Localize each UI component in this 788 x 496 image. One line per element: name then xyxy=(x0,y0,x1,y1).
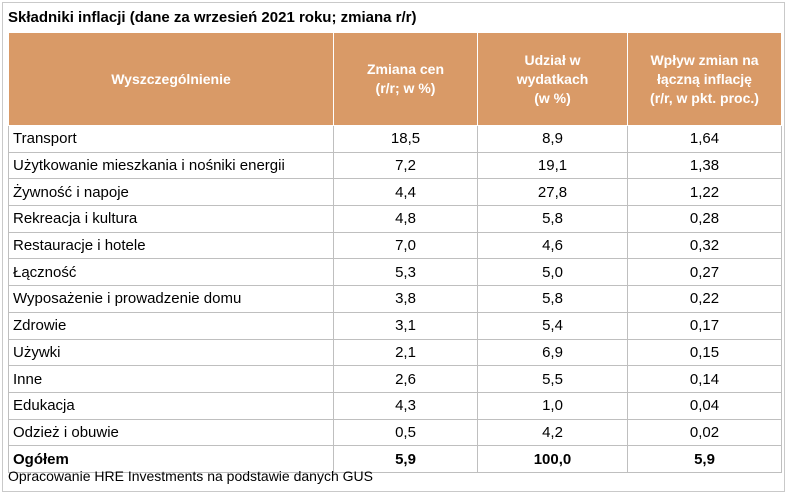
row-impact: 1,38 xyxy=(627,151,782,180)
header-impact-line-1: Wpływ zmian na xyxy=(650,51,759,68)
row-price-change: 0,5 xyxy=(333,418,478,447)
row-label: Użytkowanie mieszkania i nośniki energii xyxy=(8,151,334,180)
row-label: Transport xyxy=(8,125,334,153)
row-label: Łączność xyxy=(8,258,334,287)
row-price-change: 5,3 xyxy=(333,258,478,287)
row-label: Zdrowie xyxy=(8,311,334,340)
row-share: 5,8 xyxy=(477,285,628,313)
row-impact: 0,04 xyxy=(627,391,782,420)
row-impact: 0,02 xyxy=(627,418,782,447)
row-price-change: 2,6 xyxy=(333,365,478,393)
row-label: Żywność i napoje xyxy=(8,178,334,207)
row-label: Odzież i obuwie xyxy=(8,418,334,447)
row-impact: 0,28 xyxy=(627,205,782,233)
row-impact: 0,17 xyxy=(627,311,782,340)
row-impact: 0,14 xyxy=(627,365,782,393)
table-row: Łączność 5,3 5,0 0,27 xyxy=(8,258,782,287)
row-impact: 0,15 xyxy=(627,338,782,367)
row-share: 5,8 xyxy=(477,205,628,233)
row-label: Wyposażenie i prowadzenie domu xyxy=(8,285,334,313)
total-row: Ogółem 5,9 100,0 5,9 xyxy=(8,445,782,473)
total-price-change: 5,9 xyxy=(333,445,478,473)
source-note: Opracowanie HRE Investments na podstawie… xyxy=(8,468,373,484)
row-label: Restauracje i hotele xyxy=(8,231,334,260)
table-row: Używki 2,1 6,9 0,15 xyxy=(8,338,782,367)
table-row: Inne 2,6 5,5 0,14 xyxy=(8,365,782,393)
table-header: Wyszczególnienie Zmiana cen (r/r; w %) U… xyxy=(8,32,782,126)
row-impact: 0,32 xyxy=(627,231,782,260)
row-label: Rekreacja i kultura xyxy=(8,205,334,233)
total-share: 100,0 xyxy=(477,445,628,473)
total-label: Ogółem xyxy=(8,445,334,473)
row-price-change: 4,4 xyxy=(333,178,478,207)
row-price-change: 7,2 xyxy=(333,151,478,180)
row-share: 4,2 xyxy=(477,418,628,447)
header-impact-line-3: (r/r, w pkt. proc.) xyxy=(650,89,759,106)
header-price-change-line-2: (r/r; w %) xyxy=(375,80,436,96)
row-impact: 1,64 xyxy=(627,125,782,153)
header-category-label: Wyszczególnienie xyxy=(111,70,231,87)
row-price-change: 3,1 xyxy=(333,311,478,340)
row-share: 1,0 xyxy=(477,391,628,420)
row-price-change: 7,0 xyxy=(333,231,478,260)
header-price-change: Zmiana cen (r/r; w %) xyxy=(333,32,478,126)
header-category: Wyszczególnienie xyxy=(8,32,334,126)
row-label: Edukacja xyxy=(8,391,334,420)
row-impact: 0,27 xyxy=(627,258,782,287)
header-impact: Wpływ zmian na łączną inflację (r/r, w p… xyxy=(627,32,782,126)
header-share-line-1: Udział w xyxy=(524,51,581,68)
row-price-change: 4,8 xyxy=(333,205,478,233)
row-label: Inne xyxy=(8,365,334,393)
table-row: Transport 18,5 8,9 1,64 xyxy=(8,125,782,153)
row-price-change: 3,8 xyxy=(333,285,478,313)
table-row: Wyposażenie i prowadzenie domu 3,8 5,8 0… xyxy=(8,285,782,313)
row-share: 5,4 xyxy=(477,311,628,340)
header-share: Udział w wydatkach (w %) xyxy=(477,32,628,126)
row-share: 27,8 xyxy=(477,178,628,207)
table-row: Użytkowanie mieszkania i nośniki energii… xyxy=(8,151,782,180)
table-row: Odzież i obuwie 0,5 4,2 0,02 xyxy=(8,418,782,447)
header-share-line-3: (w %) xyxy=(534,89,571,106)
row-share: 5,5 xyxy=(477,365,628,393)
row-share: 19,1 xyxy=(477,151,628,180)
row-share: 5,0 xyxy=(477,258,628,287)
row-label: Używki xyxy=(8,338,334,367)
row-impact: 0,22 xyxy=(627,285,782,313)
row-share: 4,6 xyxy=(477,231,628,260)
row-price-change: 4,3 xyxy=(333,391,478,420)
row-price-change: 2,1 xyxy=(333,338,478,367)
row-share: 8,9 xyxy=(477,125,628,153)
header-price-change-line-1: Zmiana cen xyxy=(366,61,445,77)
table-row: Rekreacja i kultura 4,8 5,8 0,28 xyxy=(8,205,782,233)
row-price-change: 18,5 xyxy=(333,125,478,153)
header-impact-line-2: łączną inflację xyxy=(657,70,752,87)
header-row: Wyszczególnienie Zmiana cen (r/r; w %) U… xyxy=(8,32,782,126)
table-row: Zdrowie 3,1 5,4 0,17 xyxy=(8,311,782,340)
table-row: Żywność i napoje 4,4 27,8 1,22 xyxy=(8,178,782,207)
total-impact: 5,9 xyxy=(627,445,782,473)
table-row: Restauracje i hotele 7,0 4,6 0,32 xyxy=(8,231,782,260)
table-title: Składniki inflacji (dane za wrzesień 202… xyxy=(8,9,417,26)
inflation-components-table: Wyszczególnienie Zmiana cen (r/r; w %) U… xyxy=(8,32,782,473)
table-body: Transport 18,5 8,9 1,64 Użytkowanie mies… xyxy=(8,125,782,473)
header-share-line-2: wydatkach xyxy=(516,70,589,87)
row-share: 6,9 xyxy=(477,338,628,367)
row-impact: 1,22 xyxy=(627,178,782,207)
table-row: Edukacja 4,3 1,0 0,04 xyxy=(8,391,782,420)
